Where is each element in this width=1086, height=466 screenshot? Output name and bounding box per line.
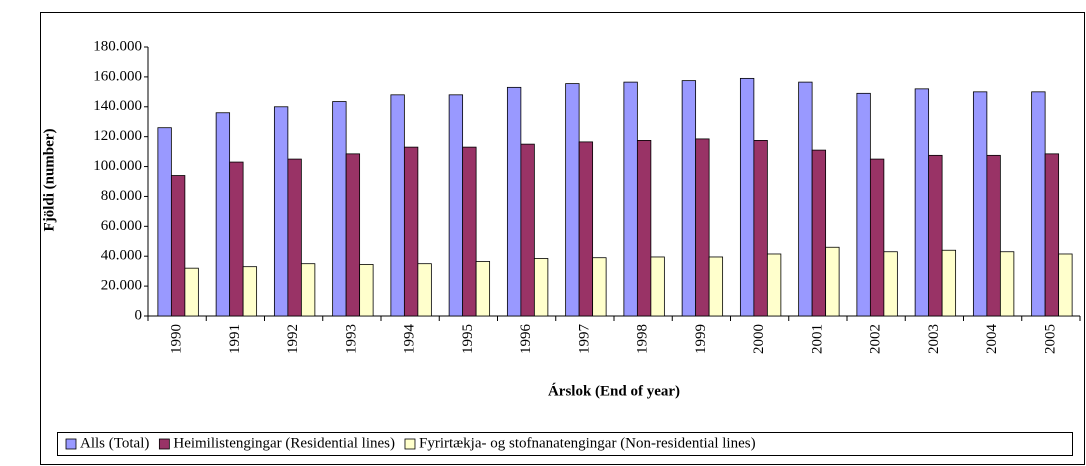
y-tick-label: 60.000 <box>101 218 142 234</box>
y-tick-label: 40.000 <box>101 248 142 264</box>
bar <box>928 154 943 317</box>
bar <box>417 263 432 317</box>
bar <box>300 263 316 317</box>
x-tick-label: 2004 <box>984 324 1000 355</box>
y-tick-label: 0 <box>135 307 143 323</box>
x-tick-label: 2003 <box>926 324 942 354</box>
legend-swatch <box>158 438 170 450</box>
bar <box>825 246 840 317</box>
bar <box>753 140 768 317</box>
bar <box>229 161 244 317</box>
bar <box>914 88 930 317</box>
x-tick-label: 1999 <box>693 324 709 354</box>
y-axis-label: Fjöldi (number) <box>41 129 57 232</box>
bar <box>623 81 638 317</box>
bar <box>1058 253 1073 317</box>
bar <box>883 251 898 317</box>
bar <box>578 141 594 317</box>
bar <box>739 77 755 317</box>
x-tick-label: 1998 <box>635 324 651 354</box>
bar <box>856 92 871 317</box>
bar <box>332 101 347 317</box>
x-tick-label: 1996 <box>518 324 534 355</box>
legend-swatch <box>65 438 77 450</box>
bar <box>636 140 652 317</box>
legend-box <box>57 432 1073 456</box>
bar <box>533 258 549 317</box>
x-tick-label: 1994 <box>402 324 418 355</box>
bar <box>1044 153 1060 317</box>
bar <box>972 91 988 317</box>
bar <box>798 81 813 317</box>
y-tick-label: 180.000 <box>93 38 142 54</box>
x-tick-label: 2001 <box>809 324 825 354</box>
bar <box>475 261 491 317</box>
bar <box>592 257 607 317</box>
bar <box>565 83 580 317</box>
bar <box>506 86 522 317</box>
x-tick-label: 1995 <box>460 324 476 354</box>
x-tick-label: 1993 <box>343 324 359 354</box>
chart-frame <box>40 12 1085 465</box>
y-tick-label: 160.000 <box>93 68 142 84</box>
x-tick-label: 1997 <box>576 324 592 355</box>
bar <box>390 94 405 317</box>
bar <box>1031 91 1046 317</box>
bar <box>520 143 535 317</box>
legend-label: Heimilistengingar (Residential lines) <box>173 435 395 451</box>
bar <box>157 127 172 317</box>
bar <box>869 158 885 317</box>
bar <box>242 266 258 317</box>
bar <box>766 253 782 317</box>
bar <box>403 146 419 317</box>
bar <box>708 256 724 317</box>
bar <box>999 251 1015 317</box>
bar <box>359 264 374 317</box>
x-tick-label: 1991 <box>227 324 243 354</box>
bar <box>184 267 199 317</box>
x-tick-label: 2005 <box>1042 324 1058 354</box>
x-tick-label: 2002 <box>868 324 884 354</box>
x-axis-label: Árslok (End of year) <box>548 382 680 399</box>
bar <box>215 112 231 317</box>
bar <box>170 175 186 317</box>
x-tick-label: 2000 <box>751 324 767 354</box>
bar <box>448 94 464 317</box>
x-tick-label: 1990 <box>169 324 185 354</box>
bar <box>986 154 1001 317</box>
bar <box>695 138 710 317</box>
y-tick-label: 80.000 <box>101 188 142 204</box>
y-tick-label: 100.000 <box>93 158 142 174</box>
x-tick-label: 1992 <box>285 324 301 354</box>
bar <box>681 80 697 317</box>
y-tick-label: 140.000 <box>93 98 142 114</box>
bar <box>287 158 302 317</box>
bar <box>811 149 827 317</box>
legend-label: Alls (Total) <box>80 435 149 451</box>
y-tick-label: 20.000 <box>101 278 142 294</box>
bar <box>345 153 361 317</box>
bar <box>462 146 477 317</box>
bar <box>650 256 665 317</box>
bar <box>273 106 289 317</box>
bar <box>941 249 957 317</box>
y-tick-label: 120.000 <box>93 128 142 144</box>
legend-swatch <box>404 438 416 450</box>
legend-label: Fyrirtækja- og stofnanatengingar (Non-re… <box>419 435 756 451</box>
